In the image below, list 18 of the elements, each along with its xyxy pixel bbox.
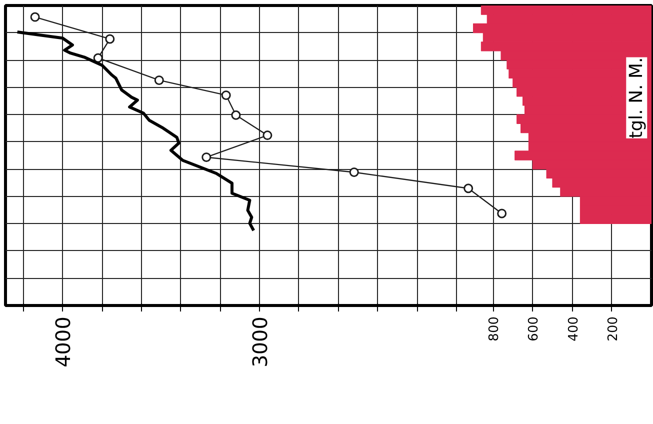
- x-tick-label: 200: [606, 316, 621, 342]
- point: [349, 167, 359, 177]
- x-tick-label: 4000: [51, 316, 76, 368]
- point: [105, 34, 115, 44]
- x-tick-label: 400: [566, 316, 582, 342]
- x-tick-label: 800: [487, 316, 502, 342]
- point: [262, 130, 272, 140]
- point: [497, 208, 507, 218]
- point: [93, 53, 103, 63]
- point: [231, 110, 241, 120]
- point: [202, 152, 212, 162]
- annotation: tgl. N. M.: [626, 57, 648, 138]
- point: [221, 90, 231, 100]
- point: [154, 75, 164, 85]
- point: [30, 12, 40, 22]
- x-tick-label: 3000: [248, 316, 272, 368]
- point: [464, 184, 474, 194]
- x-tick-label: 600: [526, 316, 542, 342]
